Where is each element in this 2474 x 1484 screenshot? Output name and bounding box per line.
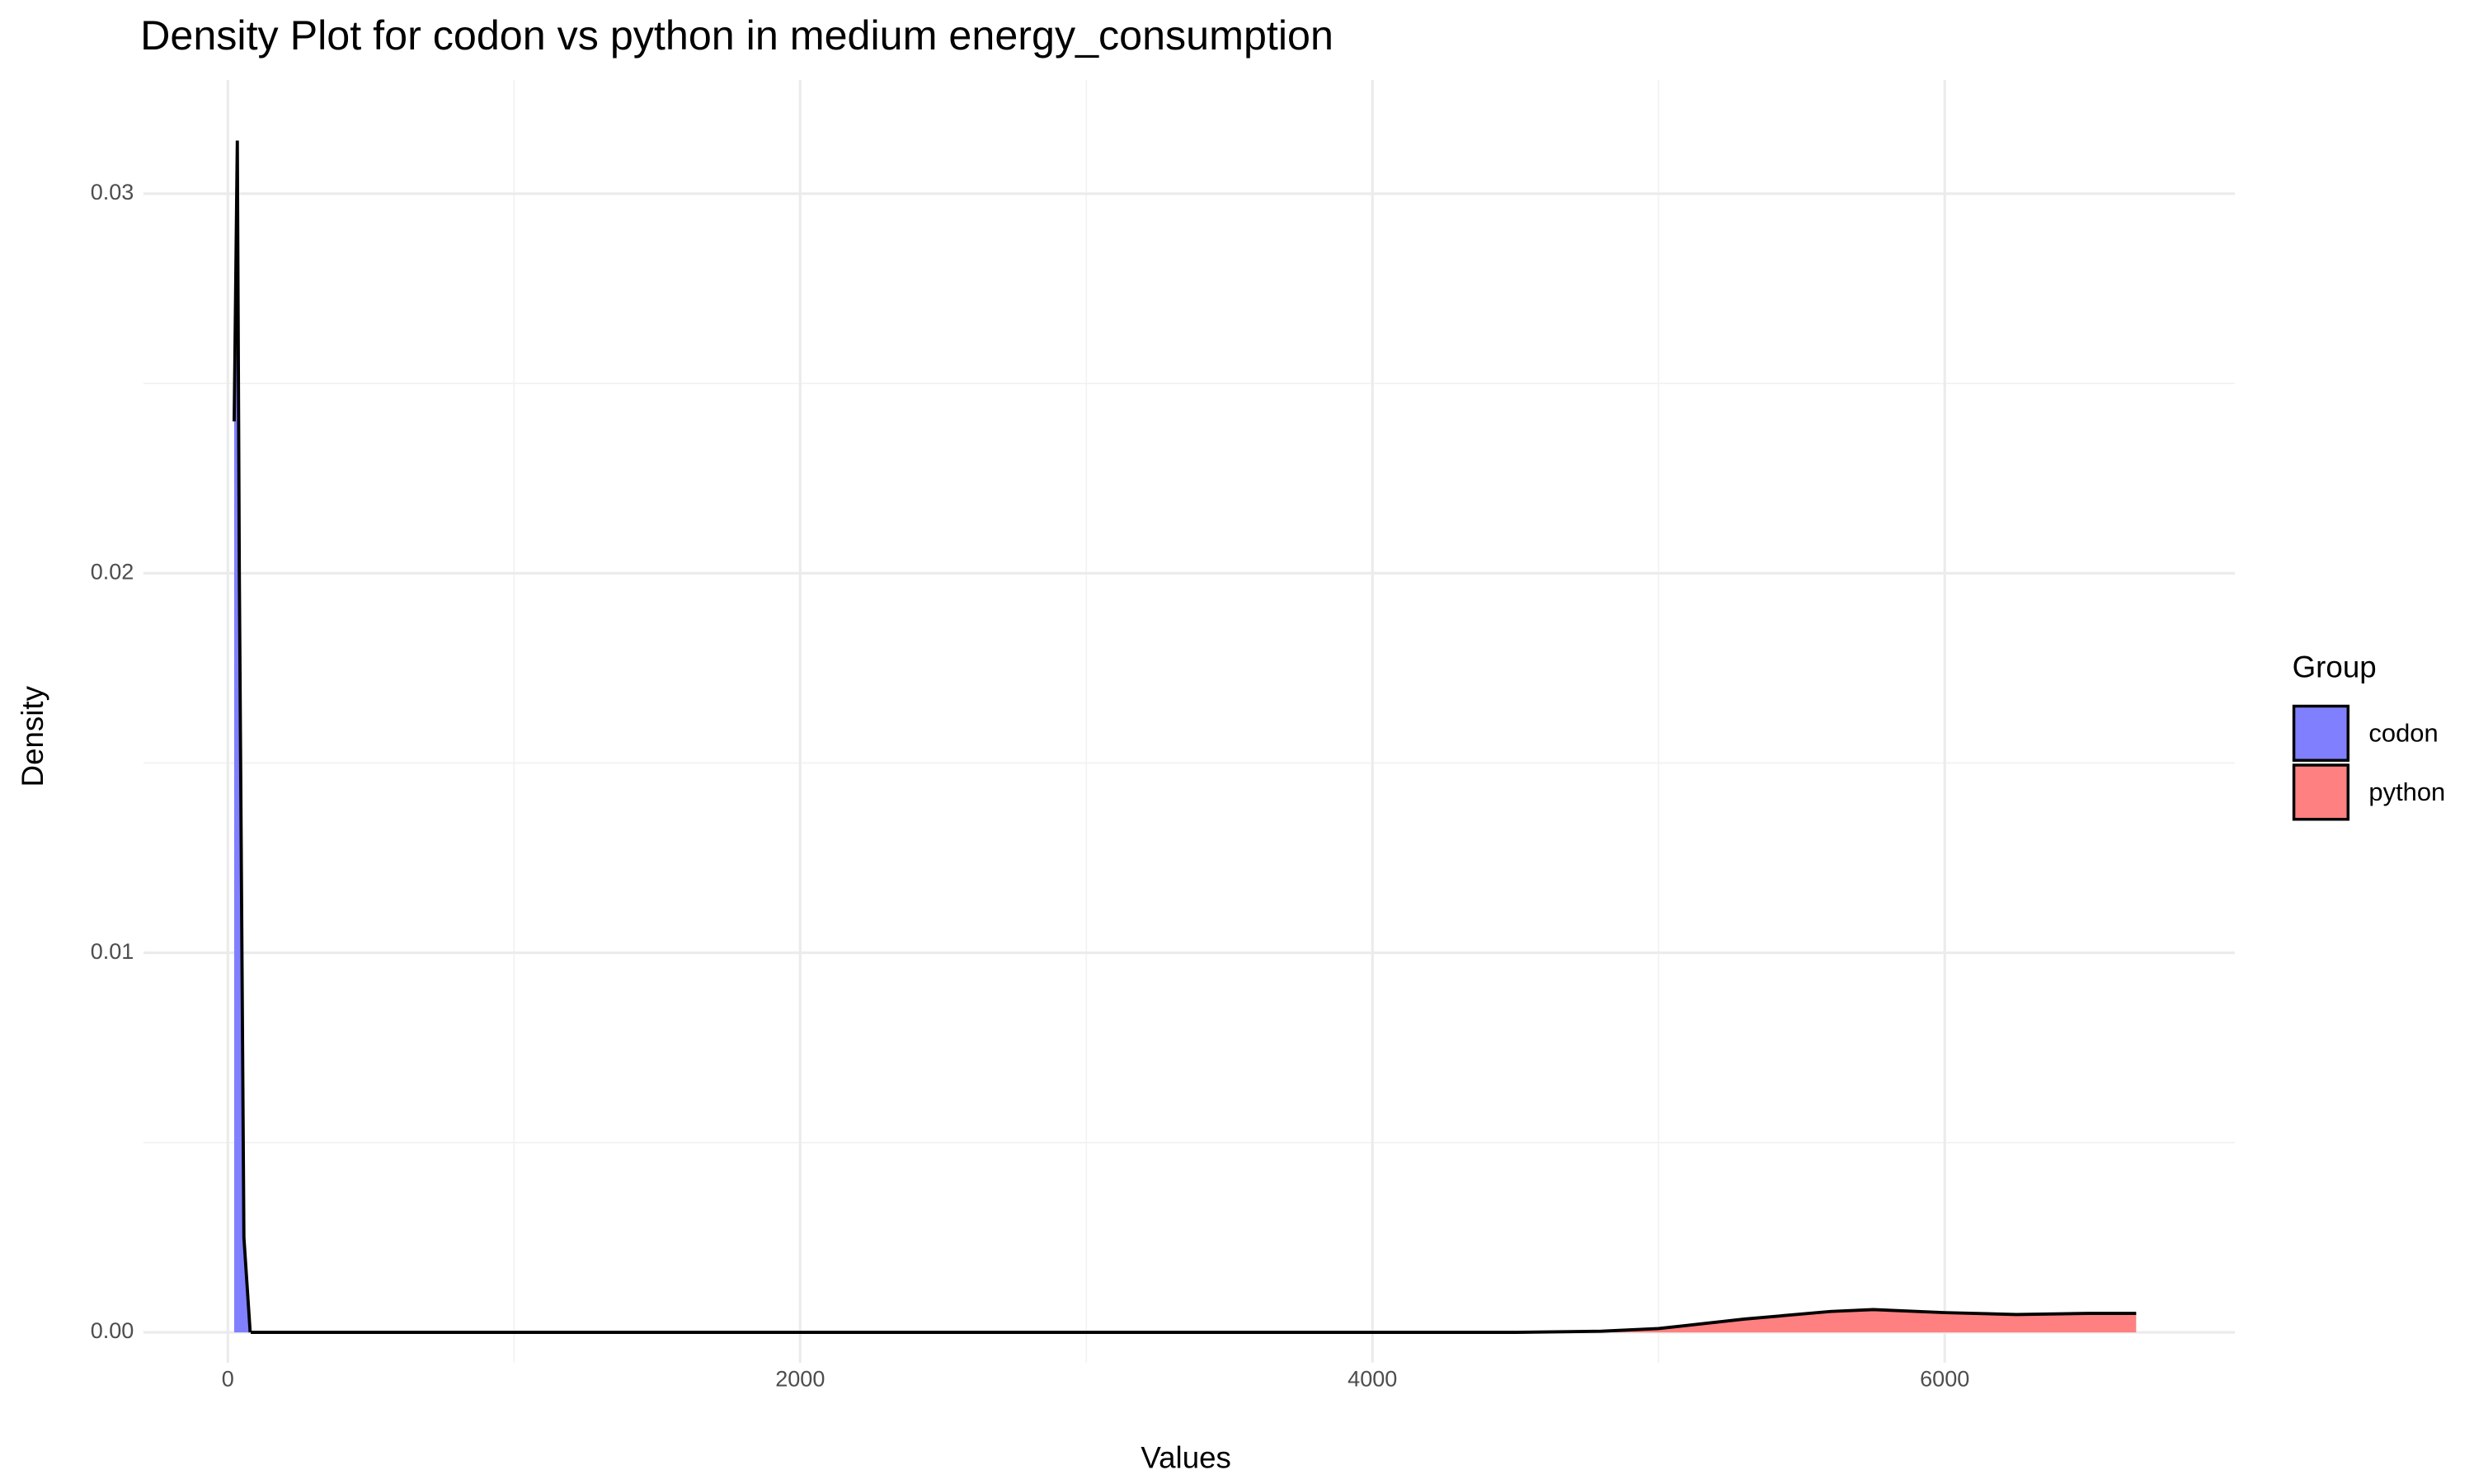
legend-title: Group: [2293, 650, 2377, 684]
y-tick-label: 0.00: [91, 1318, 134, 1343]
chart-title: Density Plot for codon vs python in medi…: [140, 12, 1333, 59]
y-tick-label: 0.02: [91, 559, 134, 584]
legend-label: codon: [2368, 718, 2438, 747]
x-tick-label: 0: [222, 1366, 234, 1391]
x-axis-label: Values: [1141, 1441, 1231, 1475]
x-tick-label: 2000: [775, 1366, 825, 1391]
y-axis-label: Density: [16, 685, 49, 787]
legend-key: [2292, 763, 2350, 821]
legend-key: [2292, 704, 2350, 762]
legend-label: python: [2368, 777, 2445, 806]
density-area: [251, 1309, 2137, 1333]
x-tick-label: 4000: [1348, 1366, 1397, 1391]
x-tick-label: 6000: [1920, 1366, 1969, 1391]
density-line: [251, 1308, 2137, 1335]
y-tick-label: 0.03: [91, 180, 134, 204]
density-line: [233, 140, 252, 1333]
y-tick-label: 0.01: [91, 939, 134, 964]
